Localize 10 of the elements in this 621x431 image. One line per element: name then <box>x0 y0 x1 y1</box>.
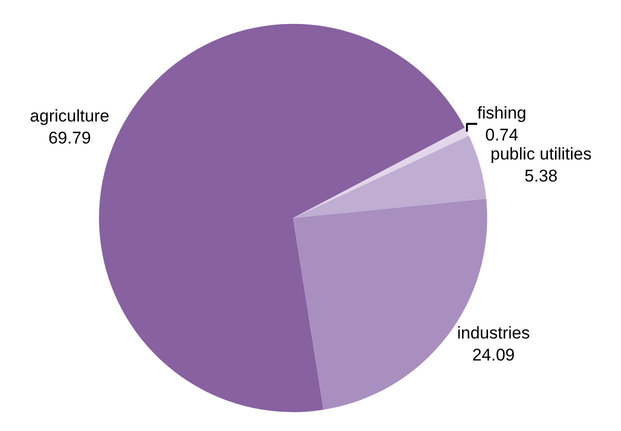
slice-label: public utilities <box>490 144 592 164</box>
data-label: 0.74 <box>485 125 518 144</box>
pie-slice <box>293 128 469 218</box>
data-label: 24.09 <box>472 346 515 365</box>
data-label: 69.79 <box>48 128 91 148</box>
slice-label: agriculture <box>30 106 110 126</box>
pie-slice <box>293 136 486 218</box>
slice-label: fishing <box>477 103 526 122</box>
data-label: 5.38 <box>524 166 558 186</box>
slice-label: industries <box>457 324 530 343</box>
